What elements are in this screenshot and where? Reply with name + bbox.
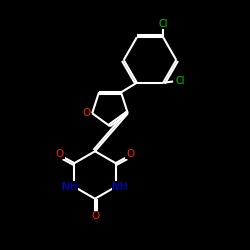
Text: NH: NH <box>112 182 128 192</box>
Text: Cl: Cl <box>176 76 185 86</box>
Text: O: O <box>91 211 99 221</box>
Text: O: O <box>126 148 134 159</box>
Text: O: O <box>82 108 91 118</box>
Text: O: O <box>56 148 64 159</box>
Text: NH: NH <box>62 182 78 192</box>
Text: Cl: Cl <box>158 18 168 28</box>
